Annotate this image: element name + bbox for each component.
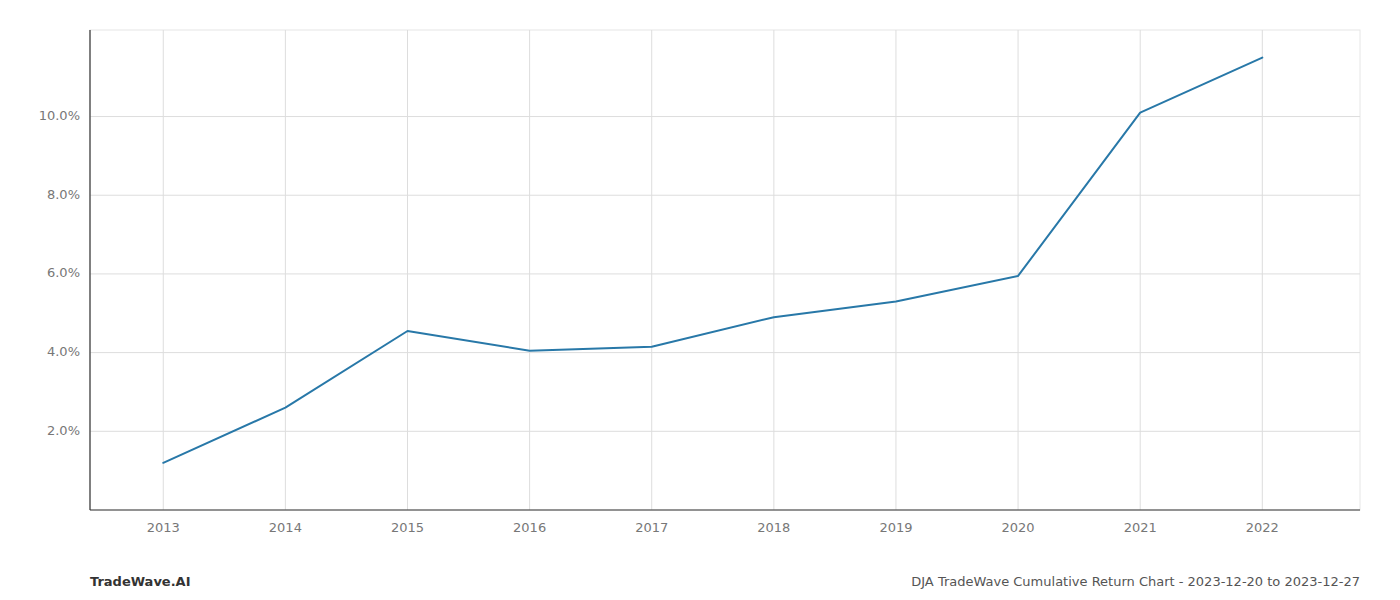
grid-line-x: [895, 30, 896, 510]
x-tick-label: 2017: [635, 520, 668, 535]
grid-line-y: [90, 431, 1360, 432]
y-axis-line: [89, 30, 90, 510]
x-tick-label: 2020: [1002, 520, 1035, 535]
y-tick-label: 6.0%: [47, 265, 80, 280]
x-tick-label: 2022: [1246, 520, 1279, 535]
grid-line-y: [90, 273, 1360, 274]
y-tick-label: 2.0%: [47, 423, 80, 438]
grid: [90, 30, 1360, 510]
x-tick-label: 2015: [391, 520, 424, 535]
grid-line-x: [1262, 30, 1263, 510]
grid-line-x: [651, 30, 652, 510]
grid-line-x: [163, 30, 164, 510]
grid-line-x: [773, 30, 774, 510]
footer-text: DJA TradeWave Cumulative Return Chart - …: [911, 574, 1360, 589]
x-tick-label: 2016: [513, 520, 546, 535]
x-tick-label: 2021: [1124, 520, 1157, 535]
x-axis-line: [90, 509, 1360, 510]
grid-line-y: [90, 195, 1360, 196]
x-tick-label: 2019: [879, 520, 912, 535]
x-tick-label: 2014: [269, 520, 302, 535]
grid-line-x: [285, 30, 286, 510]
grid-line-x: [529, 30, 530, 510]
y-tick-label: 8.0%: [47, 187, 80, 202]
series: [163, 58, 1262, 463]
y-tick-label: 10.0%: [39, 108, 80, 123]
line: [163, 58, 1262, 463]
grid-line-x: [1018, 30, 1019, 510]
x-tick-label: 2013: [147, 520, 180, 535]
footer-text: TradeWave.AI: [90, 574, 191, 589]
x-tick-label: 2018: [757, 520, 790, 535]
y-tick-label: 4.0%: [47, 344, 80, 359]
plot-frame: [90, 30, 1360, 510]
grid-line-x: [1140, 30, 1141, 510]
grid-line-x: [407, 30, 408, 510]
grid-line-y: [90, 116, 1360, 117]
grid-line-y: [90, 352, 1360, 353]
chart: 2.0% 4.0% 6.0% 8.0% 10.0% 2013 2014 2015 2016 201…: [0, 0, 1400, 600]
ticks: 2.0% 4.0% 6.0% 8.0% 10.0% 2013 2014 2015 2016 201…: [39, 108, 1279, 535]
